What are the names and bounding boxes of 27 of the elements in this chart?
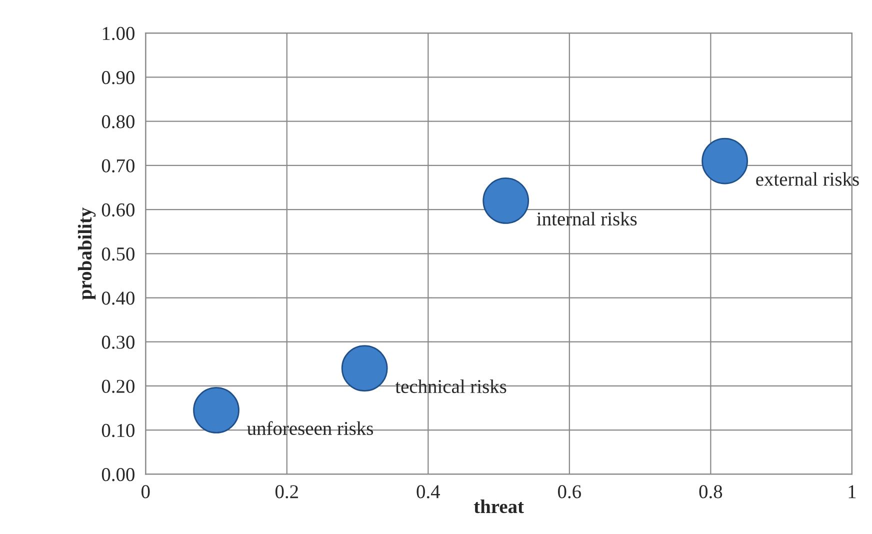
x-tick-label: 0.2 (275, 485, 298, 498)
x-tick-label: 0.4 (416, 485, 440, 498)
point (341, 345, 388, 392)
y-axis-title: probability (78, 208, 96, 300)
point (702, 138, 748, 184)
y-tick-label: 1.00 (102, 26, 134, 40)
x-tick-label: 0 (142, 485, 150, 498)
point (482, 178, 530, 224)
y-tick-label: 0.80 (102, 115, 134, 128)
y-tick-label: 0.60 (102, 203, 134, 217)
annotation: unforeseen risks (247, 421, 373, 436)
point (193, 387, 240, 434)
y-tick-label: 0.70 (102, 159, 134, 172)
x-axis-title: threat (474, 499, 524, 514)
annotation: technical risks (395, 379, 506, 394)
x-tick-label: 1 (848, 485, 856, 498)
x-tick-label: 0.8 (699, 485, 722, 498)
y-tick-label: 0.40 (102, 292, 134, 305)
annotation: external risks (756, 172, 859, 186)
y-tick-label: 0.10 (102, 424, 134, 438)
annotation: internal risks (536, 212, 637, 226)
y-tick-label: 0.00 (102, 468, 134, 482)
y-tick-label: 0.50 (102, 247, 134, 261)
x-tick-label: 0.6 (558, 485, 581, 498)
y-tick-label: 0.20 (102, 380, 134, 393)
y-tick-label: 0.30 (102, 336, 134, 349)
y-tick-label: 0.90 (102, 71, 134, 84)
